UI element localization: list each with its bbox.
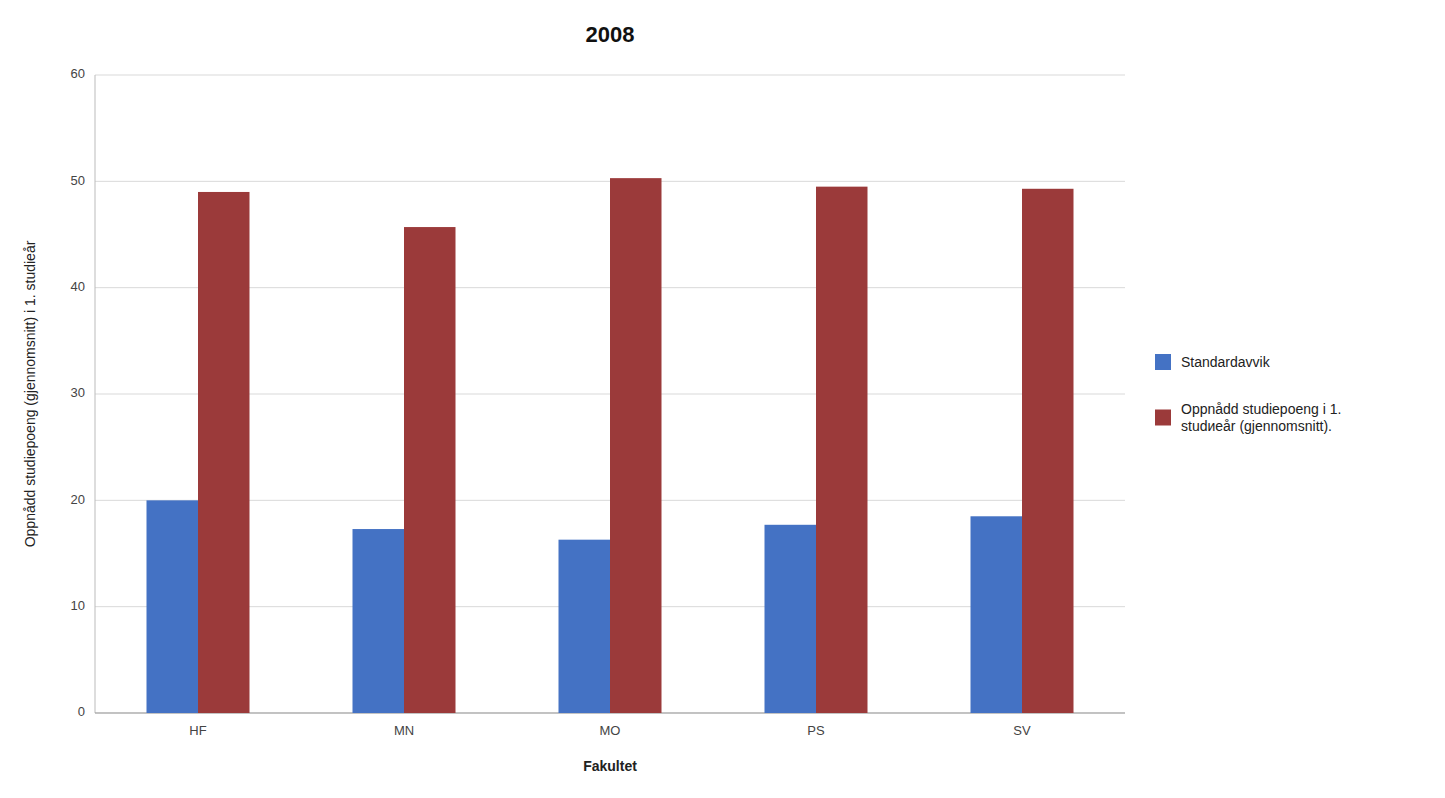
grid-line (95, 75, 1125, 76)
bar (559, 540, 611, 713)
chart-svg: 0 10 20 30 40 50 60 HF MN MO PS SV Fakultet Oppnådd s… (0, 0, 1445, 798)
y-tick-label: 30 (71, 385, 85, 400)
legend-label-line: Oppnådd studiepoeng i 1. (1181, 401, 1341, 417)
y-tick-label: 0 (78, 704, 85, 719)
x-axis-title: Fakultet (583, 758, 637, 774)
background (0, 0, 1445, 798)
page: {"chart_data": {"type": "bar", "title": … (0, 0, 1445, 798)
bars (147, 178, 1074, 713)
legend-swatch (1155, 410, 1171, 426)
bar (610, 178, 662, 713)
legend-label: Standardavvik (1181, 354, 1271, 370)
x-tick-label: PS (807, 723, 825, 738)
x-tick-label: HF (189, 723, 206, 738)
grid (95, 75, 1125, 713)
legend-label-line: Standardavvik (1181, 354, 1271, 370)
y-tick-label: 20 (71, 492, 85, 507)
legend-label: Oppnådd studiepoeng i 1.studиеår (gjenno… (1181, 401, 1341, 434)
y-tick-label: 60 (71, 66, 85, 81)
bar (353, 529, 405, 713)
x-tick-label: MN (394, 723, 414, 738)
bar (198, 192, 250, 713)
bar (971, 516, 1023, 713)
legend-label-line: studиеår (gjennomsnitt). (1181, 418, 1332, 434)
y-axis-title: Oppnådd studiepoeng (gjennomsnitt) i 1. … (22, 240, 38, 547)
y-tick-label: 40 (71, 279, 85, 294)
bar (816, 187, 868, 713)
bar (147, 500, 199, 713)
y-tick-label: 10 (71, 598, 85, 613)
x-tick-label: MO (600, 723, 621, 738)
x-tick-label: SV (1013, 723, 1031, 738)
bar (404, 227, 456, 713)
legend-swatch (1155, 354, 1171, 370)
y-axis-line (95, 75, 96, 713)
axes: 0 10 20 30 40 50 60 HF MN MO PS SV (71, 66, 1125, 738)
bar (765, 525, 817, 713)
chart-container: 0 10 20 30 40 50 60 HF MN MO PS SV Fakultet Oppnådd s… (0, 0, 1445, 798)
legend: Standardavvik Oppnådd studiepoeng i 1.stu… (1155, 354, 1341, 434)
bar (1022, 189, 1074, 713)
y-tick-label: 50 (71, 173, 85, 188)
chart-title: 2008 (586, 22, 635, 47)
